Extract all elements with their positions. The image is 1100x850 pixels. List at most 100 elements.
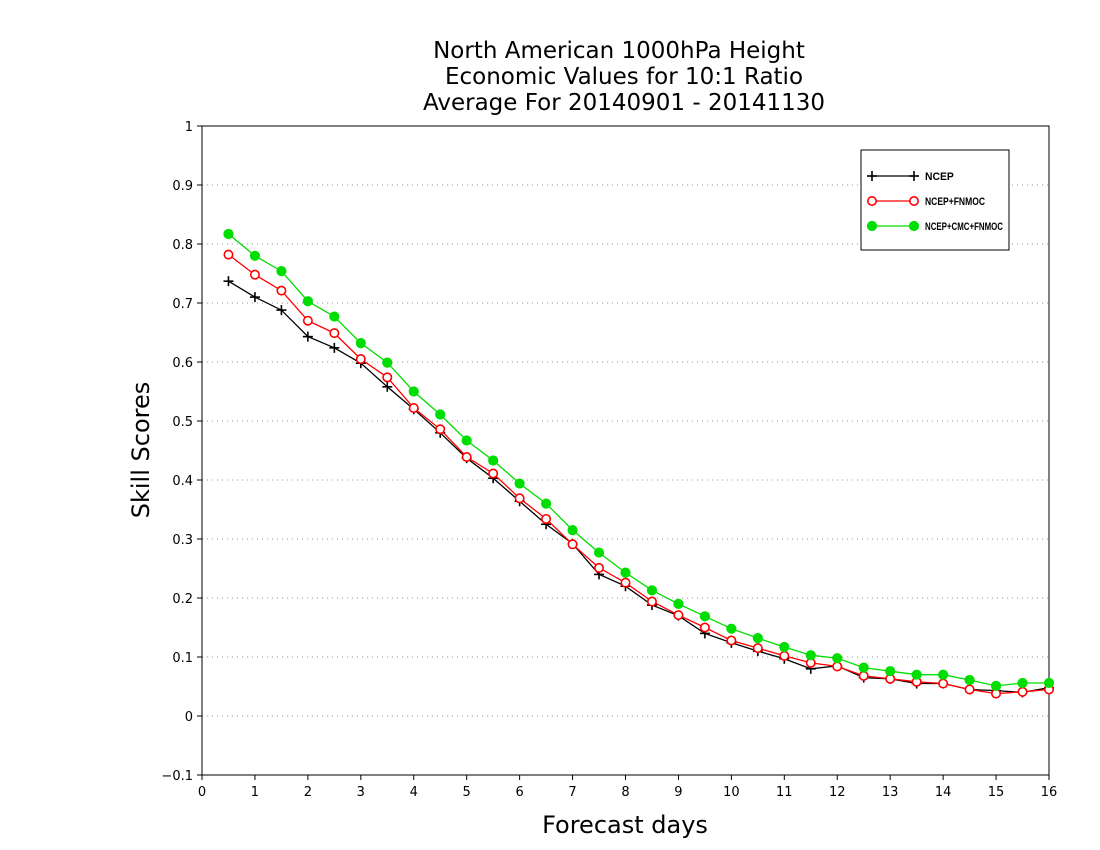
axis-ticks: −0.100.10.20.30.40.50.60.70.80.910 1 2 3 4 5 6… [161,120,1057,800]
data-point-ncep-cmc-fnmoc [435,409,446,420]
data-point-ncep-cmc-fnmoc [964,674,975,686]
chart-title-line-2: Economic Values for 10:1 Ratio [445,64,803,90]
legend: NCEP NCEP+FNMOC NCEP+CMC+FNMOC [860,149,1010,251]
data-point-ncep-cmc-fnmoc [885,666,896,677]
data-point-ncep-fnmoc [726,635,737,646]
y-tick-label: −0.1 [161,769,193,784]
data-point-ncep [382,381,393,392]
grid [202,184,1049,717]
data-point-ncep-cmc-fnmoc [779,641,790,653]
x-tick-label: 16 [1041,785,1058,800]
data-point-ncep-cmc-fnmoc [223,228,234,240]
data-point-ncep-cmc-fnmoc [329,311,340,322]
data-point-ncep-fnmoc [488,468,499,479]
data-point-ncep-cmc-fnmoc [911,669,922,680]
x-tick-label: 5 [463,785,471,800]
x-tick-label: 14 [935,785,952,800]
legend-label-ncep: NCEP [925,171,954,183]
x-axis-label: Forecast days [542,811,708,839]
x-tick-label: 11 [776,785,793,800]
data-point-ncep [249,292,260,303]
data-point-ncep-cmc-fnmoc [567,525,578,536]
legend-marker [909,171,919,181]
data-point-ncep-fnmoc [752,643,763,654]
data-point-ncep-cmc-fnmoc [382,357,393,368]
y-tick-label: 0 [185,710,193,725]
data-point-ncep-fnmoc [858,670,869,681]
x-tick-label: 15 [988,785,1005,800]
data-point-ncep-fnmoc [938,678,949,689]
y-tick-label: 0.4 [172,474,193,489]
legend-box [860,149,1010,251]
data-point-ncep-fnmoc [355,354,366,365]
y-tick-label: 0.5 [172,415,193,430]
data-point-ncep-cmc-fnmoc [938,669,949,680]
chart-title-line-1: North American 1000hPa Height [433,38,805,64]
data-point-ncep-fnmoc [514,493,525,504]
legend-marker [908,220,920,232]
legend-label-ncep-fnmoc: NCEP+FNMOC [925,196,985,208]
data-point-ncep-cmc-fnmoc [488,455,499,466]
y-tick-label: 0.3 [172,533,193,548]
data-point-ncep-cmc-fnmoc [461,435,472,446]
data-point-ncep [329,342,340,353]
y-tick-label: 0.8 [172,238,193,253]
data-point-ncep-cmc-fnmoc [1043,677,1055,689]
data-point-ncep-cmc-fnmoc [858,662,869,673]
data-point-ncep-fnmoc [408,403,419,414]
data-point-ncep-fnmoc [461,451,472,462]
y-axis-label: Skill Scores [127,382,155,519]
series-line-ncep-cmc-fnmoc [228,233,1049,687]
data-point-ncep-fnmoc [249,269,260,280]
data-point-ncep-cmc-fnmoc [1017,677,1028,689]
legend-marker [867,171,877,181]
data-point-ncep-cmc-fnmoc [593,547,605,558]
y-tick-label: 0.1 [172,651,193,666]
data-point-ncep-fnmoc [302,315,313,326]
data-point-ncep-fnmoc [223,249,234,260]
x-tick-label: 0 [198,785,206,800]
x-tick-label: 7 [568,785,576,800]
y-tick-label: 0.6 [172,356,193,371]
data-point-ncep-cmc-fnmoc [249,250,261,261]
x-tick-label: 4 [410,785,418,800]
x-tick-label: 2 [304,785,312,800]
data-point-ncep-cmc-fnmoc [673,598,684,610]
data-point-ncep-fnmoc [435,424,446,435]
data-point-ncep-fnmoc [1017,686,1028,697]
x-tick-label: 9 [674,785,682,800]
data-point-ncep-cmc-fnmoc [646,585,658,596]
legend-marker [908,196,919,207]
y-tick-label: 0.2 [172,592,193,607]
series [223,228,1055,699]
data-point-ncep-cmc-fnmoc [514,478,525,489]
data-point-ncep-fnmoc [646,596,657,607]
data-point-ncep-fnmoc [699,622,710,633]
data-point-ncep-cmc-fnmoc [832,653,843,664]
data-point-ncep-fnmoc [276,285,287,296]
data-point-ncep [276,305,287,316]
data-point-ncep-fnmoc [594,562,605,573]
data-point-ncep-fnmoc [832,661,843,672]
data-point-ncep-fnmoc [567,539,578,550]
series-line-ncep-fnmoc [228,254,1050,695]
data-point-ncep-fnmoc [779,650,790,661]
data-point-ncep [302,331,313,342]
chart-title-line-3: Average For 20140901 - 20141130 [423,90,825,116]
y-tick-label: 1 [185,120,193,135]
data-point-ncep-cmc-fnmoc [699,611,711,622]
data-point-ncep-cmc-fnmoc [355,338,366,349]
data-point-ncep-cmc-fnmoc [302,296,313,307]
series-ncep-cmc-fnmoc [223,228,1055,692]
x-tick-label: 12 [829,785,846,800]
x-tick-label: 10 [723,785,740,800]
data-point-ncep-cmc-fnmoc [540,498,552,509]
data-point-ncep-fnmoc [329,328,340,339]
series-ncep-fnmoc [223,249,1055,699]
legend-label-ncep-cmc-fnmoc: NCEP+CMC+FNMOC [925,221,1003,233]
data-point-ncep-cmc-fnmoc [408,386,419,397]
data-point-ncep-cmc-fnmoc [805,650,816,661]
data-point-ncep-fnmoc [382,372,393,383]
x-tick-label: 6 [515,785,523,800]
